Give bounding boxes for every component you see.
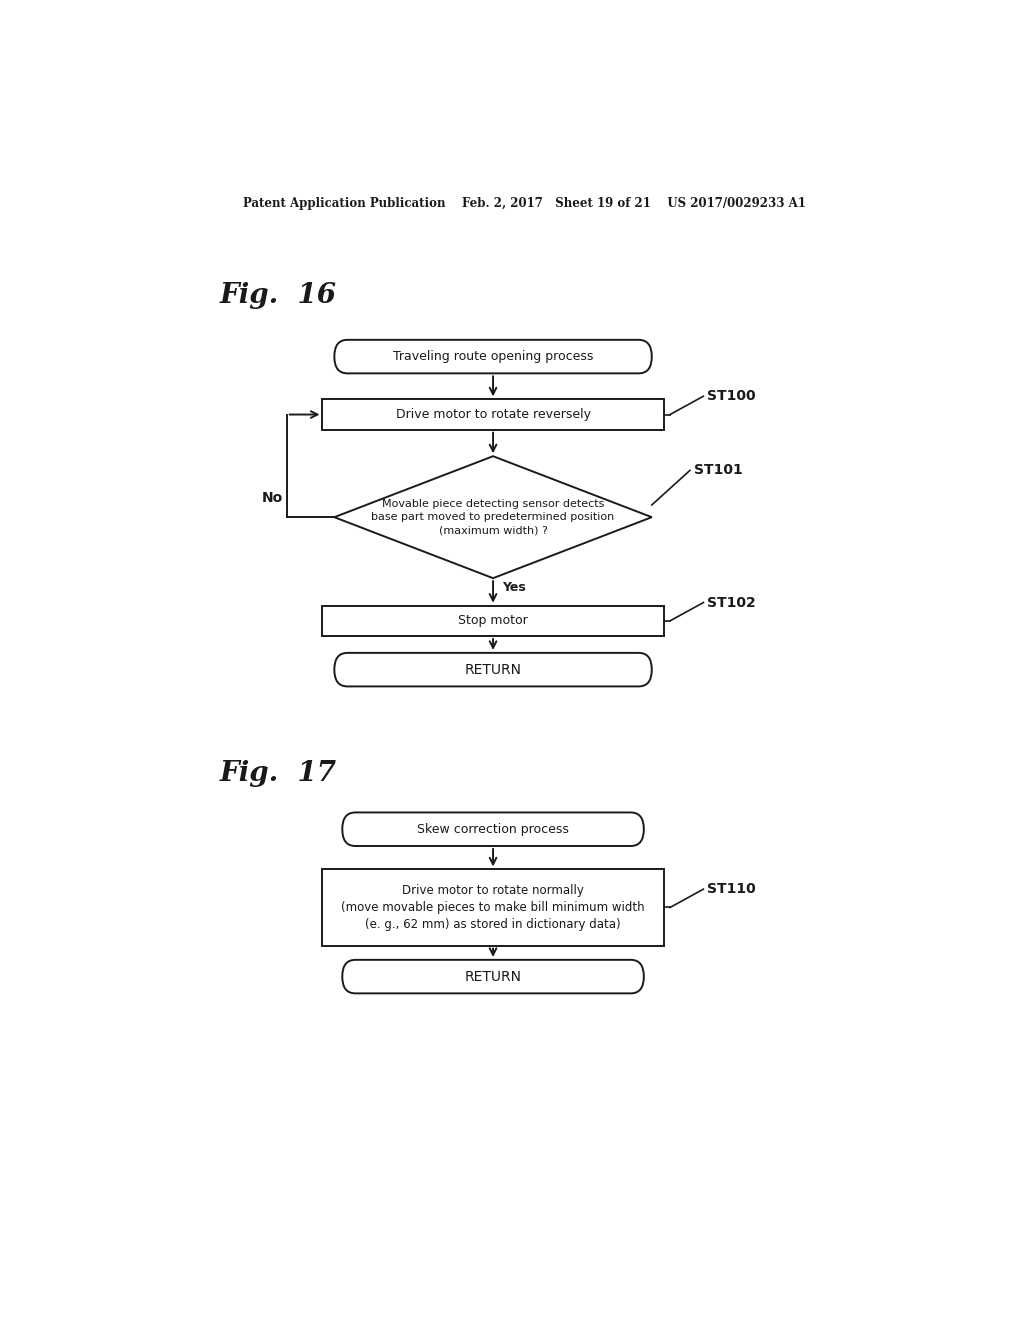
Text: No: No — [261, 491, 283, 506]
Text: ST102: ST102 — [708, 595, 756, 610]
FancyBboxPatch shape — [342, 960, 644, 994]
Text: RETURN: RETURN — [465, 663, 521, 677]
Text: Drive motor to rotate reversely: Drive motor to rotate reversely — [395, 408, 591, 421]
Text: Yes: Yes — [503, 581, 526, 594]
Bar — [323, 399, 664, 430]
Text: Drive motor to rotate normally
(move movable pieces to make bill minimum width
(: Drive motor to rotate normally (move mov… — [341, 884, 645, 931]
Text: Traveling route opening process: Traveling route opening process — [393, 350, 593, 363]
FancyBboxPatch shape — [334, 653, 652, 686]
Text: ST101: ST101 — [694, 463, 742, 478]
Text: Stop motor: Stop motor — [458, 614, 528, 627]
Text: Skew correction process: Skew correction process — [417, 822, 569, 836]
Polygon shape — [334, 457, 652, 578]
Bar — [323, 606, 664, 636]
Bar — [323, 870, 664, 945]
Text: ST110: ST110 — [708, 882, 756, 896]
FancyBboxPatch shape — [334, 339, 652, 374]
Text: Patent Application Publication    Feb. 2, 2017   Sheet 19 of 21    US 2017/00292: Patent Application Publication Feb. 2, 2… — [244, 197, 806, 210]
FancyBboxPatch shape — [342, 812, 644, 846]
Text: Movable piece detecting sensor detects
base part moved to predetermined position: Movable piece detecting sensor detects b… — [372, 499, 614, 536]
Text: RETURN: RETURN — [465, 970, 521, 983]
Text: ST100: ST100 — [708, 389, 756, 403]
Text: Fig.  16: Fig. 16 — [219, 282, 336, 309]
Text: Fig.  17: Fig. 17 — [219, 760, 336, 787]
